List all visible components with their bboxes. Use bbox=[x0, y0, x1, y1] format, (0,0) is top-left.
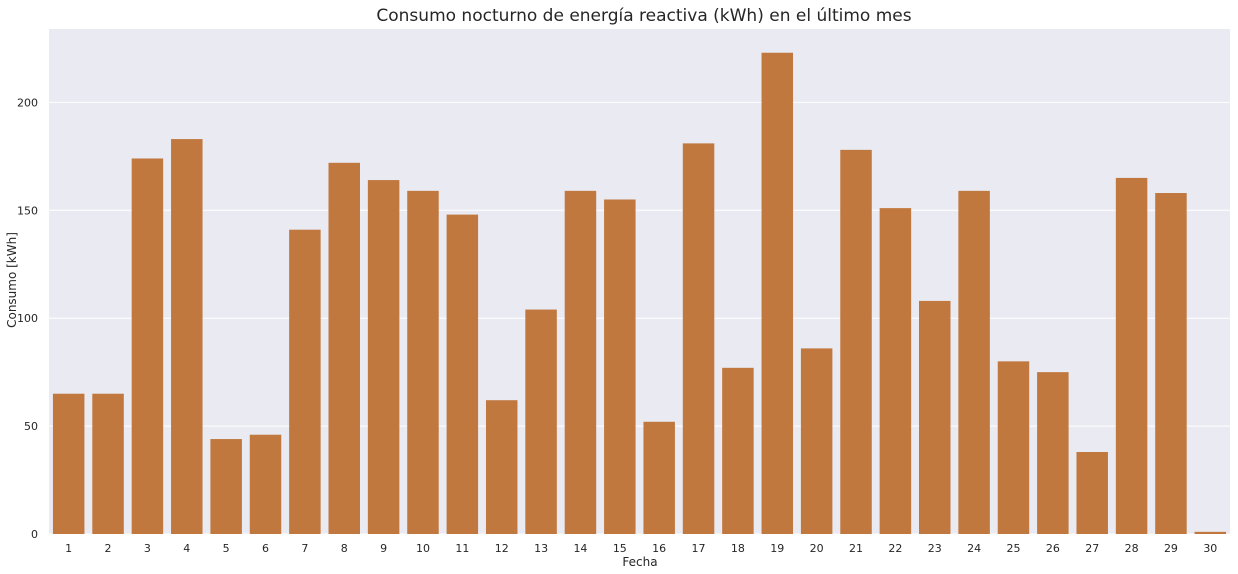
y-axis-ticks: 0 50 100 150 200 bbox=[17, 96, 38, 541]
bar bbox=[131, 158, 164, 534]
bar bbox=[328, 162, 360, 535]
x-tick-label: 15 bbox=[613, 542, 627, 555]
x-tick-label: 25 bbox=[1006, 542, 1020, 555]
x-tick-label: 30 bbox=[1203, 542, 1217, 555]
bar bbox=[485, 400, 518, 534]
x-tick-label: 17 bbox=[692, 542, 706, 555]
x-tick-label: 29 bbox=[1164, 542, 1178, 555]
bar bbox=[1115, 177, 1148, 534]
x-tick-label: 24 bbox=[967, 542, 981, 555]
x-tick-label: 28 bbox=[1125, 542, 1139, 555]
x-tick-label: 16 bbox=[652, 542, 666, 555]
bar bbox=[289, 229, 321, 534]
bar bbox=[446, 214, 479, 534]
x-tick-label: 2 bbox=[105, 542, 112, 555]
bar bbox=[249, 434, 282, 534]
x-tick-label: 11 bbox=[455, 542, 469, 555]
bar bbox=[879, 208, 912, 534]
x-axis-ticks: 1 2 3 4 5 6 7 8 9 10 11 12 13 14 15 16 17 18 19 20 21 22 23 24 2… bbox=[65, 542, 1217, 555]
bar bbox=[643, 421, 675, 534]
y-tick-label: 200 bbox=[17, 96, 38, 109]
x-tick-label: 1 bbox=[65, 542, 72, 555]
x-tick-label: 14 bbox=[573, 542, 587, 555]
x-tick-label: 26 bbox=[1046, 542, 1060, 555]
x-tick-label: 12 bbox=[495, 542, 509, 555]
bar bbox=[682, 143, 715, 534]
bar bbox=[1155, 193, 1187, 534]
bar bbox=[1037, 372, 1069, 534]
x-tick-label: 13 bbox=[534, 542, 548, 555]
y-axis-label: Consumo [kWh] bbox=[5, 232, 19, 328]
y-tick-label: 50 bbox=[24, 420, 38, 433]
x-tick-label: 23 bbox=[928, 542, 942, 555]
x-tick-label: 22 bbox=[888, 542, 902, 555]
x-tick-label: 6 bbox=[262, 542, 269, 555]
bar bbox=[1076, 451, 1108, 534]
x-tick-label: 5 bbox=[223, 542, 230, 555]
x-tick-label: 21 bbox=[849, 542, 863, 555]
x-tick-label: 3 bbox=[144, 542, 151, 555]
bar bbox=[604, 199, 636, 534]
bar bbox=[997, 361, 1030, 534]
bar bbox=[171, 139, 203, 535]
bar bbox=[722, 367, 754, 534]
x-tick-label: 9 bbox=[380, 542, 387, 555]
x-tick-label: 18 bbox=[731, 542, 745, 555]
x-tick-label: 27 bbox=[1085, 542, 1099, 555]
y-tick-label: 0 bbox=[31, 528, 38, 541]
bar bbox=[1194, 531, 1227, 534]
plot-area bbox=[49, 29, 1230, 534]
x-tick-label: 4 bbox=[183, 542, 190, 555]
gridlines bbox=[49, 101, 1230, 535]
x-tick-label: 20 bbox=[810, 542, 824, 555]
x-tick-label: 7 bbox=[301, 542, 308, 555]
bar bbox=[210, 439, 242, 534]
bar bbox=[800, 348, 833, 534]
bar bbox=[407, 190, 439, 534]
bar bbox=[52, 393, 85, 534]
y-tick-label: 100 bbox=[17, 312, 38, 325]
bar bbox=[958, 190, 990, 534]
chart-title: Consumo nocturno de energía reactiva (kW… bbox=[376, 6, 911, 26]
x-tick-label: 8 bbox=[341, 542, 348, 555]
bar bbox=[761, 52, 794, 534]
bars bbox=[52, 52, 1227, 535]
bar bbox=[840, 149, 872, 534]
bar bbox=[564, 190, 597, 534]
bar bbox=[919, 300, 951, 534]
x-axis-label: Fecha bbox=[622, 555, 657, 569]
x-tick-label: 10 bbox=[416, 542, 430, 555]
x-tick-label: 19 bbox=[770, 542, 784, 555]
y-tick-label: 150 bbox=[17, 204, 38, 217]
bar bbox=[525, 309, 557, 534]
bar bbox=[92, 393, 124, 534]
bar bbox=[367, 180, 400, 535]
